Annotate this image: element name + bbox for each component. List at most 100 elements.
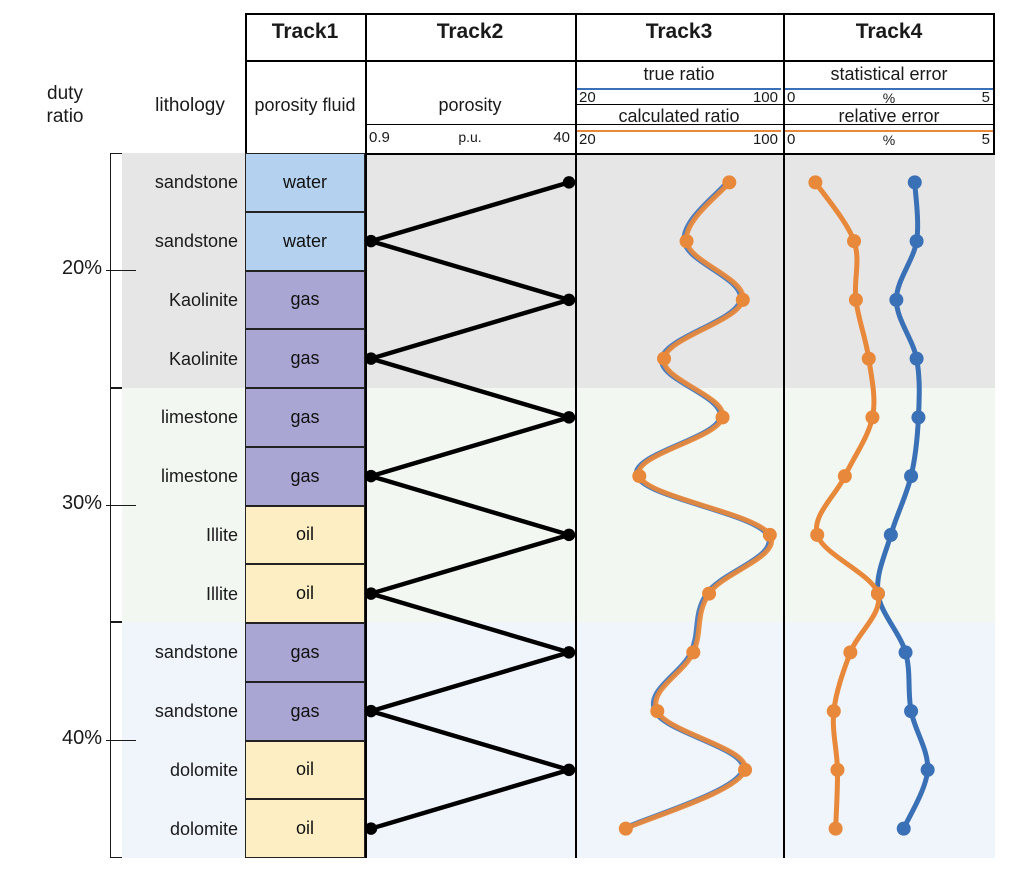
track2-point-7 [562, 528, 576, 542]
track3-subtitle-top: true ratio [643, 64, 715, 84]
track3-point-7 [762, 527, 777, 542]
fluid-cell-6: gas [245, 446, 365, 506]
track3-calculated-ratio-curve [618, 175, 777, 836]
track3-point-4 [657, 351, 672, 366]
track-title-4: Track4 [855, 20, 923, 43]
track4-statistical-error-curve [870, 175, 935, 836]
track4-rel-point-5 [865, 410, 880, 425]
fluid-cell-10: gas [245, 681, 365, 741]
track4-rel-point-7 [810, 527, 825, 542]
track2-point-3 [562, 293, 576, 307]
duty-ratio-title-line2: ratio [46, 106, 84, 127]
lithology-cell-4: Kaolinite [168, 348, 238, 369]
track4-relative-error-curve [808, 175, 885, 836]
track2-point-11 [562, 763, 576, 777]
track-title-1: Track1 [271, 20, 339, 43]
track4-stat-point-1 [907, 175, 922, 190]
track4-stat-point-6 [904, 469, 919, 484]
lithology-cell-2: sandstone [154, 231, 238, 252]
duty-tick-label-1: 20% [61, 257, 102, 279]
track3-subtitle-bottom: calculated ratio [618, 106, 740, 126]
lithology-header: lithology [155, 95, 225, 116]
track4-stat-point-3 [889, 292, 904, 307]
track3-point-9 [686, 645, 701, 660]
track4-rel-point-1 [808, 175, 823, 190]
track3-point-2 [679, 234, 694, 249]
column-separator-1 [365, 13, 367, 858]
track4-rel-point-3 [848, 292, 863, 307]
track4-bottom-unit: % [882, 132, 896, 148]
fluid-cell-1: water [245, 153, 365, 212]
track2-unit: p.u. [458, 129, 482, 145]
track4-rel-point-12 [828, 821, 843, 836]
track3-bottom-max: 100 [752, 131, 778, 148]
fluid-cell-4: gas [245, 329, 365, 388]
track2-point-6 [364, 469, 378, 483]
lithology-cell-8: Illite [205, 583, 238, 604]
track2-point-1 [562, 176, 576, 189]
track4-stat-point-9 [898, 645, 913, 660]
track4-stat-point-11 [920, 762, 935, 777]
track3-point-1 [722, 175, 737, 190]
track4-stat-point-12 [896, 821, 911, 836]
track-title-3: Track3 [645, 20, 713, 43]
duty-ratio-title-line1: duty [47, 83, 83, 104]
track3-point-5 [715, 410, 730, 425]
track3-colorbar-top [577, 88, 781, 90]
track2-point-2 [364, 234, 378, 248]
track1-subtitle: porosity fluid [254, 95, 356, 115]
lithology-cell-5: limestone [160, 407, 238, 428]
track2-point-4 [364, 352, 378, 365]
track2-subtitle: porosity [438, 95, 502, 115]
track2-point-5 [562, 411, 576, 424]
track4-stat-point-7 [883, 527, 898, 542]
fluid-cell-7: oil [245, 505, 365, 565]
fluid-cell-3: gas [245, 270, 365, 330]
fluid-cell-5: gas [245, 388, 365, 447]
track2-porosity-curve [364, 176, 576, 835]
track4-stat-point-5 [911, 410, 926, 425]
lithology-cell-11: dolomite [169, 759, 238, 780]
track4-rel-point-9 [843, 645, 858, 660]
fluid-cell-8: oil [245, 564, 365, 623]
track34-scale-rule-2 [575, 124, 995, 125]
track2-point-9 [562, 646, 576, 659]
duty-tick-label-2: 30% [61, 492, 102, 514]
track-title-2: Track2 [436, 20, 504, 43]
track3-point-6 [632, 469, 647, 484]
lithology-cell-3: Kaolinite [168, 289, 238, 310]
lithology-cell-6: limestone [160, 466, 238, 487]
track4-top-min: 0 [787, 89, 796, 106]
track4-bottom-max: 5 [981, 131, 990, 148]
track4-subtitle-bottom: relative error [838, 106, 940, 126]
lithology-cell-12: dolomite [169, 818, 238, 839]
track3-point-12 [618, 821, 633, 836]
track2-point-10 [364, 704, 378, 718]
track4-top-max: 5 [981, 89, 990, 106]
track2-scale-rule [365, 124, 575, 125]
track4-subtitle-top: statistical error [830, 64, 948, 84]
track2-point-8 [364, 587, 378, 600]
track4-bottom-min: 0 [787, 131, 796, 148]
track3-point-10 [650, 704, 665, 719]
header-body-separator [245, 153, 995, 155]
track4-rel-point-11 [830, 762, 845, 777]
fluid-cell-11: oil [245, 740, 365, 800]
track3-point-11 [738, 762, 753, 777]
track3-top-min: 20 [579, 89, 596, 106]
track3-bottom-min: 20 [579, 131, 596, 148]
fluid-cell-2: water [245, 211, 365, 271]
duty-tick-mark-3 [106, 740, 136, 741]
track4-rel-point-2 [847, 234, 862, 249]
column-separator-2 [575, 13, 577, 858]
lithology-cell-10: sandstone [154, 701, 238, 722]
lithology-cell-1: sandstone [154, 172, 238, 193]
fluid-cell-12: oil [245, 799, 365, 858]
track3-colorbar-bottom [577, 130, 781, 132]
duty-tick-mark-1 [106, 270, 136, 271]
track4-colorbar-top [785, 88, 993, 90]
track3-point-3 [735, 292, 750, 307]
track4-rel-point-10 [826, 704, 841, 719]
